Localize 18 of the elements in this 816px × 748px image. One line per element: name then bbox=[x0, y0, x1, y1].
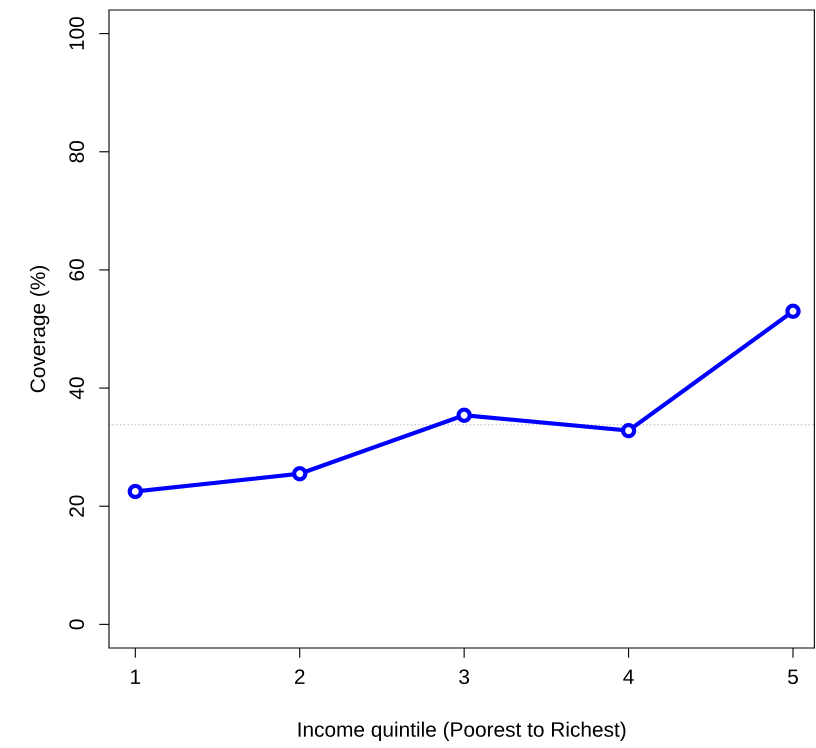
y-tick-label: 60 bbox=[69, 259, 84, 280]
point bbox=[620, 422, 636, 438]
x-tick-label: 5 bbox=[788, 670, 798, 684]
x-tick-label: 2 bbox=[294, 669, 304, 684]
y-tick-label: 40 bbox=[69, 377, 84, 400]
y-axis-title: Coverage (%) bbox=[30, 266, 50, 392]
y-tick-label: 100 bbox=[69, 17, 84, 50]
x-tick-label: 4 bbox=[623, 670, 634, 684]
x-axis-title: Income quintile (Poorest to Richest) bbox=[298, 722, 626, 742]
point bbox=[785, 304, 801, 319]
point bbox=[292, 466, 308, 482]
y-tick-label: 80 bbox=[69, 141, 84, 162]
point bbox=[128, 484, 143, 500]
x-tick-label: 3 bbox=[459, 669, 470, 684]
point bbox=[456, 408, 472, 423]
x-tick-label: 1 bbox=[131, 670, 140, 684]
y-tick-label: 0 bbox=[69, 619, 84, 630]
y-tick-label: 20 bbox=[69, 495, 84, 517]
